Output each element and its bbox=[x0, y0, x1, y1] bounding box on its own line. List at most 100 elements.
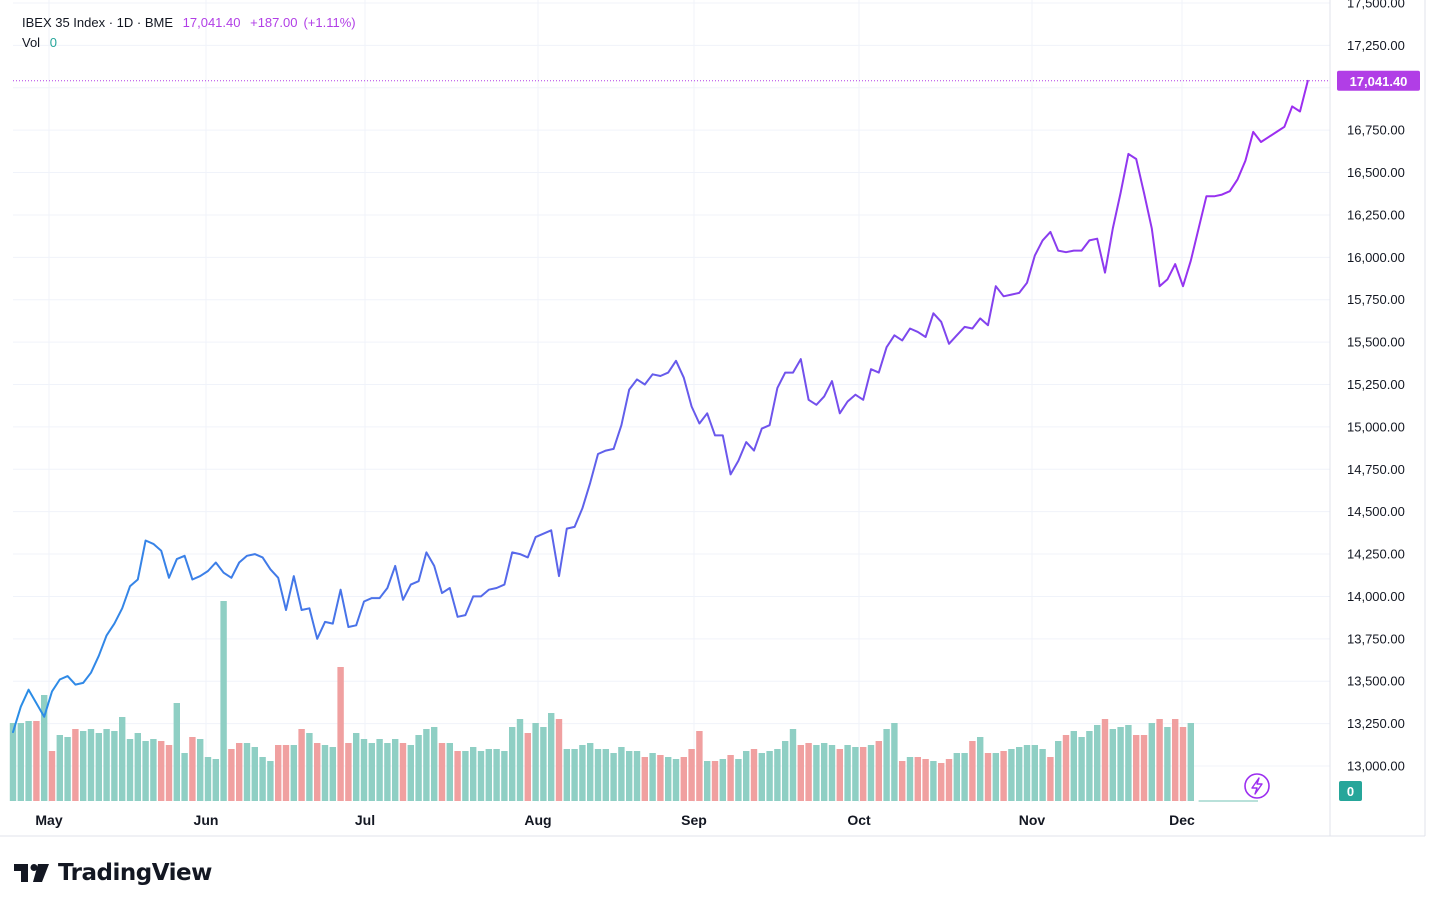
volume-bar bbox=[969, 741, 976, 801]
volume-bar bbox=[87, 729, 95, 801]
volume-bar bbox=[930, 761, 937, 801]
symbol-title[interactable]: IBEX 35 Index · 1D · BME bbox=[22, 15, 174, 30]
price-axis-label: 13,250.00 bbox=[1347, 716, 1405, 731]
volume-bar bbox=[1172, 719, 1179, 801]
volume-bar bbox=[1164, 727, 1171, 801]
price-badges: 17,041.40 0 bbox=[1337, 70, 1420, 801]
volume-bar bbox=[423, 729, 430, 801]
volume-bar bbox=[532, 723, 539, 801]
price-axis-label: 14,000.00 bbox=[1347, 589, 1405, 604]
volume-bar bbox=[540, 727, 547, 801]
volume-bar bbox=[548, 713, 555, 801]
volume-bar bbox=[236, 743, 243, 801]
volume-bar bbox=[1156, 719, 1163, 801]
volume-bar bbox=[891, 723, 898, 801]
volume-bar bbox=[922, 759, 929, 801]
volume-bar bbox=[789, 729, 797, 801]
volume-bar bbox=[610, 753, 617, 801]
volume-bar bbox=[516, 719, 524, 801]
price-line-layer bbox=[12, 79, 1330, 734]
volume-bars bbox=[9, 601, 1258, 802]
volume-bar bbox=[1125, 725, 1132, 801]
volume-bar bbox=[438, 743, 446, 801]
volume-bar bbox=[384, 743, 391, 801]
volume-bar bbox=[314, 743, 321, 801]
volume-bar bbox=[992, 753, 999, 801]
time-axis-label: Sep bbox=[681, 812, 707, 828]
volume-bar bbox=[150, 739, 157, 801]
time-axis[interactable]: May Jun Jul Aug Sep Oct Nov Dec bbox=[35, 812, 1195, 828]
volume-bar bbox=[867, 745, 875, 801]
volume-bar bbox=[142, 741, 149, 801]
volume-bar bbox=[41, 695, 48, 801]
volume-bar bbox=[602, 749, 609, 801]
volume-bar bbox=[914, 757, 921, 801]
chart-legend: IBEX 35 Index · 1D · BME 17,041.40 +187.… bbox=[22, 13, 362, 53]
price-axis-label: 13,000.00 bbox=[1347, 759, 1405, 774]
price-axis-label: 15,250.00 bbox=[1347, 377, 1405, 392]
volume-bar bbox=[368, 743, 375, 801]
volume-bar bbox=[399, 743, 407, 801]
volume-bar bbox=[1039, 749, 1046, 801]
volume-bar bbox=[945, 759, 953, 801]
volume-bar bbox=[1179, 727, 1187, 801]
volume-bar bbox=[306, 733, 313, 801]
volume-bar bbox=[852, 747, 859, 801]
volume-bar bbox=[633, 751, 641, 801]
volume-bar bbox=[618, 747, 625, 801]
volume-bar bbox=[454, 751, 461, 801]
volume-bar bbox=[345, 743, 352, 801]
volume-bar bbox=[641, 757, 648, 801]
volume-bar bbox=[1187, 723, 1194, 801]
time-axis-label: Dec bbox=[1169, 812, 1195, 828]
volume-bar bbox=[446, 743, 453, 801]
volume-bar bbox=[1140, 735, 1148, 801]
last-price-badge-label: 17,041.40 bbox=[1350, 74, 1408, 89]
volume-badge-label: 0 bbox=[1347, 784, 1354, 799]
price-change-percent: (+1.11%) bbox=[303, 15, 356, 30]
price-change-value: +187.00 bbox=[250, 15, 298, 30]
volume-bar bbox=[1070, 731, 1077, 801]
volume-bar bbox=[672, 759, 680, 801]
volume-bar bbox=[727, 755, 734, 801]
price-axis-label: 16,500.00 bbox=[1347, 165, 1405, 180]
time-axis-label: Aug bbox=[524, 812, 551, 828]
volume-bar bbox=[774, 749, 781, 801]
volume-bar bbox=[938, 763, 945, 801]
volume-bar bbox=[158, 741, 165, 801]
last-price-badge bbox=[1337, 70, 1420, 91]
volume-bar bbox=[1133, 735, 1140, 801]
volume-bar bbox=[329, 747, 336, 801]
volume-bar bbox=[883, 729, 890, 801]
volume-bar bbox=[1086, 731, 1093, 801]
lightning-icon[interactable] bbox=[1244, 773, 1270, 799]
volume-bar bbox=[337, 667, 344, 801]
volume-bar bbox=[470, 747, 477, 801]
volume-bar bbox=[119, 717, 126, 801]
time-axis-label: Oct bbox=[847, 812, 871, 828]
volume-bar bbox=[189, 737, 196, 801]
volume-bar bbox=[259, 757, 266, 801]
volume-bar bbox=[80, 731, 87, 801]
volume-bar bbox=[353, 733, 360, 801]
volume-bar bbox=[1047, 757, 1054, 801]
volume-bar bbox=[704, 761, 711, 801]
volume-bar bbox=[126, 739, 134, 801]
price-axis-label: 15,500.00 bbox=[1347, 335, 1405, 350]
tradingview-logo[interactable]: TradingView bbox=[14, 860, 212, 886]
volume-bar bbox=[977, 737, 984, 801]
volume-bar bbox=[462, 751, 469, 801]
volume-bar bbox=[860, 747, 867, 801]
volume-bar bbox=[1109, 729, 1116, 801]
volume-bar bbox=[64, 737, 71, 801]
volume-bar bbox=[875, 741, 882, 801]
volume-bar bbox=[111, 731, 118, 801]
price-axis[interactable]: 17,500.00 17,250.00 16,750.00 16,500.00 16,2… bbox=[1347, 0, 1405, 774]
volume-bar bbox=[376, 739, 383, 801]
volume-bar bbox=[290, 745, 297, 801]
grid bbox=[0, 0, 1426, 837]
volume-bar bbox=[953, 753, 960, 801]
volume-bar bbox=[134, 733, 141, 801]
